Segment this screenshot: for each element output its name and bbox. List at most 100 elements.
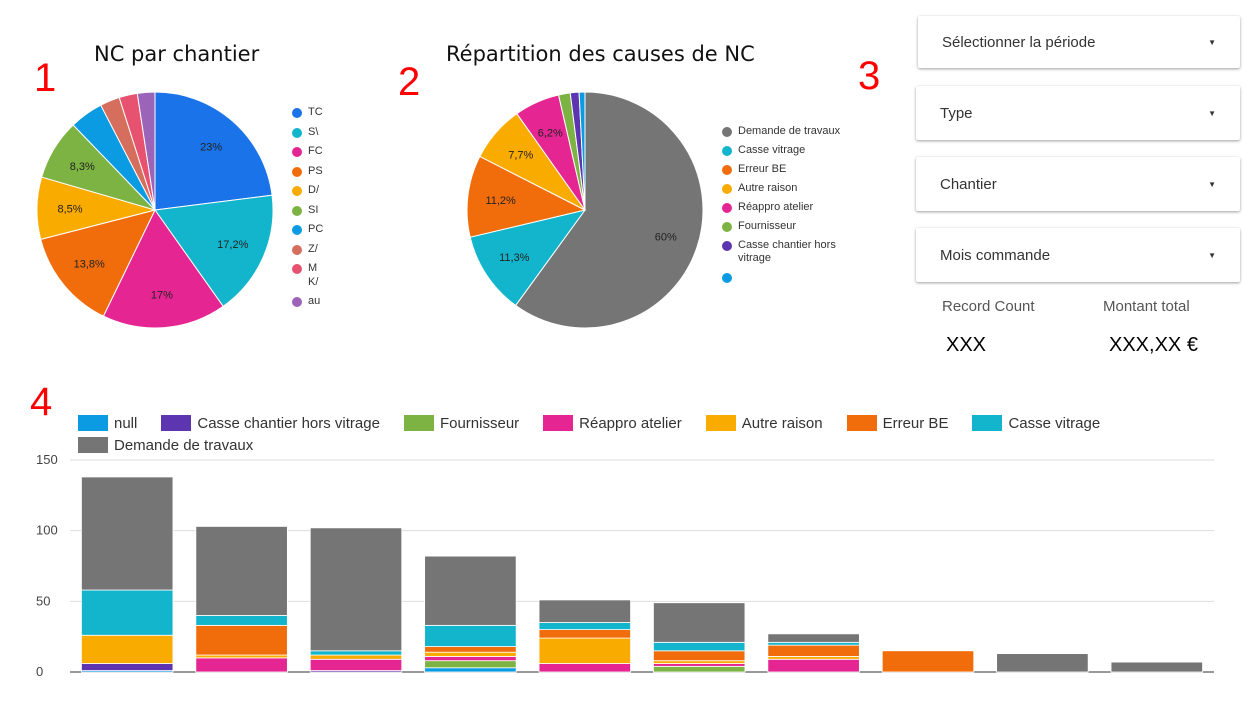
bar-segment[interactable] [653,641,746,652]
bar-segment[interactable] [309,650,403,656]
bar-segment[interactable] [653,602,746,643]
bar-legend-item[interactable]: Réappro atelier [543,412,682,434]
bar-legend-label: Casse chantier hors vitrage [197,414,380,432]
pie1-legend-item[interactable]: FC [292,145,332,165]
pie2-legend-item[interactable]: Erreur BE [722,163,872,182]
bar-segment[interactable] [653,660,746,664]
bar-legend-item[interactable]: Erreur BE [846,412,949,434]
bar-legend-label: null [114,414,138,432]
bar-segment[interactable] [424,656,517,662]
pie1-slice[interactable] [136,91,156,211]
legend-dot-icon [722,241,732,251]
bar-segment[interactable] [538,629,631,639]
pie1-slice[interactable] [102,209,224,329]
bar-segment[interactable] [653,665,746,673]
chevron-down-icon: ▼ [1208,250,1216,260]
pie1-legend-item[interactable]: PS [292,165,332,185]
bar-legend-label: Erreur BE [882,414,949,432]
bar-segment[interactable] [81,634,174,664]
pie2-legend-label: Fournisseur [738,220,797,232]
pie2-legend-item[interactable]: Demande de travaux [722,125,872,144]
bar-legend-item[interactable]: Fournisseur [403,412,519,434]
bar-segment[interactable] [309,654,403,660]
legend-dot-icon [292,147,302,157]
bar-segment[interactable] [81,589,174,636]
bar-segment[interactable] [538,663,631,673]
pie2-legend-item[interactable] [722,271,872,290]
bar-segment[interactable] [424,624,517,647]
pie1-slice[interactable] [154,194,274,308]
bar-segment[interactable] [653,663,746,667]
bar-segment[interactable] [81,663,174,671]
pie2-legend-item[interactable]: Fournisseur [722,220,872,239]
bar-segment[interactable] [767,644,860,657]
bar-segment[interactable] [81,476,174,591]
pie1-legend-item[interactable]: TC [292,106,332,126]
pie1-slice[interactable] [154,91,273,211]
pie1-slice-label: 17% [151,290,173,302]
bar-segment[interactable] [767,656,860,660]
pie1-legend-item[interactable]: K/ [292,276,332,296]
pie2-legend-label: Réappro atelier [738,201,814,213]
bar-segment[interactable] [309,527,403,652]
pie2-legend-item[interactable]: Casse chantier hors [722,239,872,258]
bar-legend-item[interactable]: Autre raison [705,412,823,434]
pie1-legend-label: K/ [308,275,319,288]
pie1-legend-item[interactable]: M [292,262,332,282]
bar-segment[interactable] [195,526,288,616]
bar-segment[interactable] [538,599,631,623]
pie2-legend-label: vitrage [738,252,772,264]
bar-segment[interactable] [424,555,517,626]
bar-segment[interactable] [195,624,288,656]
pie2-slice[interactable] [514,91,704,329]
pie2-slice[interactable] [578,91,586,211]
pie1-legend-item[interactable]: S\ [292,126,332,146]
bar-segment[interactable] [538,622,631,631]
bar-segment[interactable] [1110,661,1203,673]
pie1-legend-item[interactable]: SI [292,204,332,224]
filter-chantier[interactable]: Chantier ▼ [916,157,1240,211]
bar-segment[interactable] [538,637,631,664]
section-marker-3: 3 [858,54,881,98]
pie1-legend-item[interactable]: PC [292,223,332,243]
bar-legend-item[interactable]: Casse vitrage [972,412,1100,434]
bar-segment[interactable] [881,650,975,673]
pie2-legend-item[interactable]: Réappro atelier [722,201,872,220]
pie1-legend-item[interactable]: D/ [292,184,332,204]
bar-segment[interactable] [424,651,517,657]
pie2-slice[interactable] [469,209,587,307]
section-marker-4: 4 [30,380,53,424]
legend-dot-icon [292,225,302,235]
bar-segment[interactable] [996,653,1089,673]
filter-mois-commande[interactable]: Mois commande ▼ [916,228,1240,282]
pie1-slice[interactable] [40,209,156,317]
bar-legend-item[interactable]: null [78,412,137,434]
section-marker-1: 1 [34,56,57,100]
pie1-legend-label: PS [308,164,323,177]
bar-segment[interactable] [767,633,860,643]
pie2-legend-item[interactable]: Casse vitrage [722,144,872,163]
bar-segment[interactable] [424,667,517,673]
filter-type[interactable]: Type ▼ [916,86,1240,140]
bar-segment[interactable] [653,650,746,662]
pie1-legend-item[interactable]: au [292,295,332,315]
bar-segment[interactable] [195,654,288,659]
bar-segment[interactable] [195,615,288,626]
bar-segment[interactable] [309,658,403,671]
pie1-legend-label: TC [308,106,323,118]
montant-total-label: Montant total [1103,298,1190,315]
pie2-legend-item[interactable]: vitrage [722,252,872,271]
bar-segment[interactable] [195,657,288,673]
bar-legend-item[interactable]: Casse chantier hors vitrage [161,412,380,434]
y-tick-label: 150 [36,452,58,467]
bar-segment[interactable] [767,658,860,673]
bar-legend-item[interactable]: Demande de travaux [78,434,253,456]
filter-periode[interactable]: Sélectionner la période ▼ [918,16,1240,68]
pie2-slice[interactable] [466,155,587,238]
pie1-legend-item[interactable]: Z/ [292,243,332,263]
bar-segment[interactable] [424,646,517,653]
montant-total-value: XXX,XX € [1109,334,1198,356]
bar-segment[interactable] [424,660,517,669]
bar-segment[interactable] [767,641,860,646]
pie2-legend-item[interactable]: Autre raison [722,182,872,201]
